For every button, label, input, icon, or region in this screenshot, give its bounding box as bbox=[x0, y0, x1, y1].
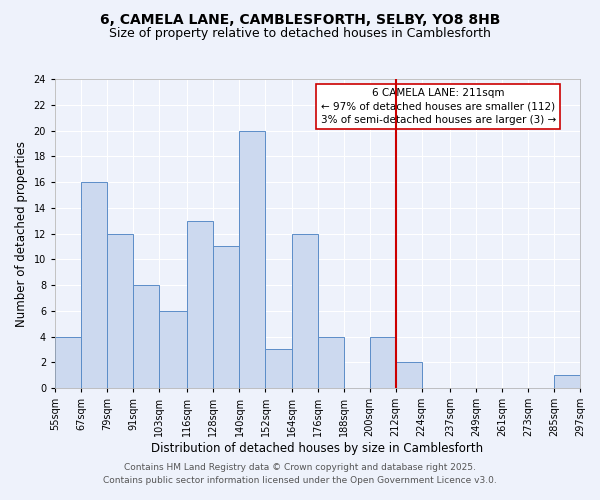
Bar bbox=[55, 336, 81, 388]
Y-axis label: Number of detached properties: Number of detached properties bbox=[15, 140, 28, 326]
Text: Size of property relative to detached houses in Camblesforth: Size of property relative to detached ho… bbox=[109, 28, 491, 40]
Bar bbox=[554, 375, 580, 388]
Bar bbox=[107, 234, 133, 388]
Bar bbox=[159, 311, 187, 388]
Text: 6, CAMELA LANE, CAMBLESFORTH, SELBY, YO8 8HB: 6, CAMELA LANE, CAMBLESFORTH, SELBY, YO8… bbox=[100, 12, 500, 26]
Bar bbox=[370, 336, 395, 388]
Bar bbox=[187, 220, 214, 388]
Bar bbox=[292, 234, 317, 388]
Bar bbox=[317, 336, 344, 388]
Bar bbox=[265, 350, 292, 388]
X-axis label: Distribution of detached houses by size in Camblesforth: Distribution of detached houses by size … bbox=[151, 442, 484, 455]
Bar bbox=[239, 130, 265, 388]
Text: Contains HM Land Registry data © Crown copyright and database right 2025.
Contai: Contains HM Land Registry data © Crown c… bbox=[103, 464, 497, 485]
Bar bbox=[214, 246, 239, 388]
Bar bbox=[395, 362, 422, 388]
Bar bbox=[133, 285, 159, 388]
Bar bbox=[81, 182, 107, 388]
Text: 6 CAMELA LANE: 211sqm
← 97% of detached houses are smaller (112)
3% of semi-deta: 6 CAMELA LANE: 211sqm ← 97% of detached … bbox=[320, 88, 556, 124]
